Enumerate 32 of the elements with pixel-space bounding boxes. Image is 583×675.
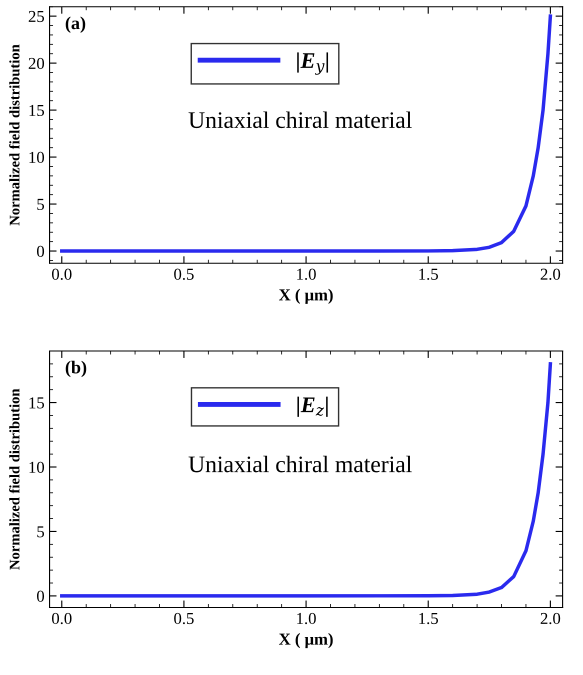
y-tick-label: 15 bbox=[29, 397, 44, 409]
x-tick-label: 0.0 bbox=[52, 612, 72, 624]
x-tick-label: 1.0 bbox=[297, 268, 316, 280]
y-tick-label: 5 bbox=[37, 198, 44, 210]
x-tick-label: 0.0 bbox=[52, 268, 72, 280]
x-tick-label: 1.5 bbox=[419, 612, 438, 624]
y-axis-title: Normalized field distribution bbox=[9, 388, 20, 570]
y-tick-label: 10 bbox=[29, 462, 44, 473]
x-tick-label: 1.5 bbox=[419, 268, 438, 280]
annotation: (a) bbox=[66, 16, 86, 33]
y-tick-label: 0 bbox=[36, 246, 44, 257]
x-tick-label: 0.5 bbox=[174, 612, 194, 624]
y-tick-label: 0 bbox=[36, 590, 44, 602]
legend-label: |E$_{y}$| bbox=[297, 52, 328, 75]
y-tick-label: 20 bbox=[28, 58, 44, 70]
legend-label: |E$_{z}$| bbox=[297, 396, 328, 417]
y-tick-label: 25 bbox=[28, 10, 44, 22]
x-tick-label: 2.0 bbox=[540, 612, 560, 624]
y-tick-label: 5 bbox=[37, 526, 44, 538]
line-series bbox=[60, 362, 552, 598]
annotation: Uniaxial chiral material bbox=[188, 456, 412, 472]
x-axis-title: X ( μm) bbox=[278, 288, 333, 304]
line-series bbox=[60, 14, 552, 253]
x-tick-label: 0.5 bbox=[174, 268, 194, 280]
x-tick-label: 1.0 bbox=[297, 612, 316, 624]
annotation: (b) bbox=[66, 360, 86, 378]
y-tick-label: 15 bbox=[29, 104, 44, 116]
y-axis-title: Normalized field distribution bbox=[9, 44, 20, 226]
annotation: Uniaxial chiral material bbox=[188, 111, 412, 128]
x-tick-label: 2.0 bbox=[540, 268, 560, 280]
x-axis-title: X ( μm) bbox=[278, 633, 333, 648]
y-tick-label: 10 bbox=[29, 152, 44, 164]
